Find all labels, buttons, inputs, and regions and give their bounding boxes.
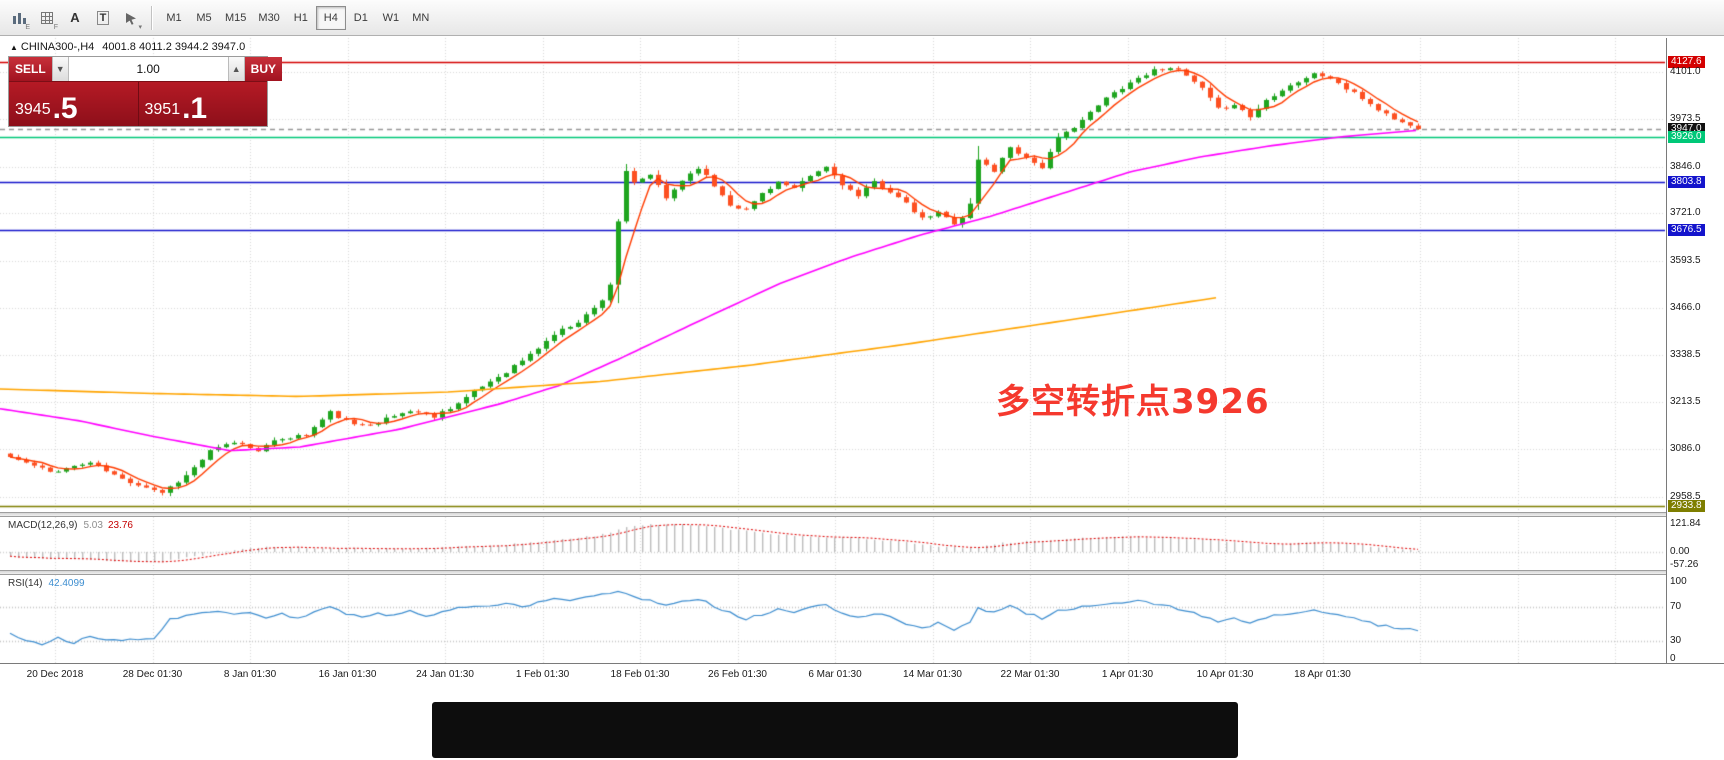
grid-icon[interactable]: F xyxy=(34,5,60,31)
chart-bars-icon[interactable]: E xyxy=(6,5,32,31)
volume-increase-button[interactable]: ▲ xyxy=(227,57,245,81)
font-icon[interactable]: A xyxy=(62,5,88,31)
symbol-marker-icon: ▲ xyxy=(10,43,18,52)
timeframe-m15[interactable]: M15 xyxy=(219,6,252,30)
chart-symbol-line: ▲ CHINA300-,H4 4001.8 4011.2 3944.2 3947.0 xyxy=(10,41,245,53)
price-tick: 4101.0 xyxy=(1670,65,1701,77)
grid-glyph xyxy=(41,11,53,24)
volume-input[interactable] xyxy=(68,57,228,81)
icon-badge: F xyxy=(53,23,58,31)
rsi-title: RSI(14) xyxy=(8,578,43,589)
price-tick: 3721.0 xyxy=(1670,207,1701,219)
timeframe-m30[interactable]: M30 xyxy=(252,6,285,30)
text-label-icon[interactable]: T xyxy=(90,5,116,31)
timeframe-m1[interactable]: M1 xyxy=(159,6,189,30)
annotation-text-object[interactable]: 多空转折点3926 xyxy=(996,382,1270,422)
text-glyph: T xyxy=(96,10,110,25)
bar-chart-glyph xyxy=(13,12,26,24)
price-tick: 3803.8 xyxy=(1668,176,1705,189)
timeframe-group: M1 M5 M15 M30 H1 H4 D1 W1 MN xyxy=(159,5,436,30)
draw-tools-icon[interactable]: ▾ xyxy=(118,5,144,31)
rsi-axis-tick: 30 xyxy=(1670,635,1682,646)
time-tick: 22 Mar 01:30 xyxy=(1000,669,1060,680)
macd-value-main: 5.03 xyxy=(83,520,103,531)
trade-panel-price-row: 3945 .5 3951 .1 xyxy=(9,81,267,126)
macd-axis-tick: 0.00 xyxy=(1670,546,1690,557)
time-tick: 26 Feb 01:30 xyxy=(708,669,767,680)
timeframe-h1[interactable]: H1 xyxy=(286,6,316,30)
time-tick: 1 Apr 01:30 xyxy=(1101,669,1154,680)
rsi-axis-tick: 100 xyxy=(1670,575,1687,587)
price-tick: 3973.5 xyxy=(1670,113,1701,125)
price-tick: 3926.0 xyxy=(1668,130,1705,143)
macd-header: MACD(12,26,9) 5.03 23.76 xyxy=(8,520,133,531)
macd-title: MACD(12,26,9) xyxy=(8,520,78,531)
panel-splitter-macd[interactable] xyxy=(0,512,1724,517)
price-tick: 2958.5 xyxy=(1670,490,1701,502)
timeframe-h4[interactable]: H4 xyxy=(315,5,346,30)
price-tick: 3466.0 xyxy=(1670,301,1701,313)
trade-panel-top-row: SELL ▼ ▲ BUY xyxy=(9,57,283,81)
time-tick: 18 Feb 01:30 xyxy=(610,669,670,680)
price-tick: 3338.5 xyxy=(1670,349,1701,361)
rsi-value: 42.4099 xyxy=(48,578,85,589)
sell-button[interactable]: SELL xyxy=(9,57,52,81)
buy-price-pip: .1 xyxy=(182,91,208,125)
rsi-header: RSI(14) 42.4099 xyxy=(8,578,85,589)
sell-price-pip: .5 xyxy=(52,91,78,125)
price-tick: 3593.5 xyxy=(1670,254,1701,266)
price-axis[interactable]: 4127.6 4101.0 3973.5 3947.0 3926.0 3846.0 3803… xyxy=(1666,38,1724,664)
rsi-axis-tick: 0 xyxy=(1670,653,1676,664)
font-glyph: A xyxy=(70,10,80,25)
time-tick: 10 Apr 01:30 xyxy=(1196,669,1254,680)
volume-decrease-button[interactable]: ▼ xyxy=(51,57,69,81)
time-axis[interactable]: 20 Dec 2018 28 Dec 01:30 8 Jan 01:30 16 Jan… xyxy=(0,663,1724,689)
price-tick: 4127.6 xyxy=(1668,56,1705,68)
bottom-taskbar-fragment xyxy=(432,702,1238,758)
macd-value-signal: 23.76 xyxy=(107,520,133,531)
timeframe-m5[interactable]: M5 xyxy=(189,6,219,30)
sell-price-main: 3945 xyxy=(15,101,51,118)
time-tick: 28 Dec 01:30 xyxy=(122,669,183,680)
price-tick: 2933.8 xyxy=(1668,499,1705,512)
time-tick: 20 Dec 2018 xyxy=(26,669,84,680)
volume-control: ▼ ▲ xyxy=(51,57,245,81)
buy-button[interactable]: BUY xyxy=(244,57,283,81)
timeframe-mn[interactable]: MN xyxy=(406,6,436,30)
ohlc-values: 4001.8 4011.2 3944.2 3947.0 xyxy=(102,41,246,53)
time-tick: 16 Jan 01:30 xyxy=(318,669,377,680)
cursor-glyph xyxy=(126,12,136,25)
time-tick: 14 Mar 01:30 xyxy=(903,669,962,680)
icon-badge: E xyxy=(25,23,30,31)
time-tick: 24 Jan 01:30 xyxy=(416,669,474,680)
rsi-axis-tick: 70 xyxy=(1670,601,1682,612)
one-click-trade-panel: SELL ▼ ▲ BUY 3945 .5 3951 .1 xyxy=(8,56,283,127)
macd-axis-tick: -57.26 xyxy=(1670,559,1699,571)
macd-axis-tick: 121.84 xyxy=(1670,518,1701,530)
price-tick: 3213.5 xyxy=(1670,395,1701,407)
toolbar-separator xyxy=(151,5,153,30)
price-tick: 3676.5 xyxy=(1668,223,1705,236)
symbol-name: CHINA300-,H4 xyxy=(20,41,95,53)
time-tick: 1 Feb 01:30 xyxy=(515,669,570,680)
icon-badge: ▾ xyxy=(138,23,142,31)
timeframe-w1[interactable]: W1 xyxy=(376,6,406,30)
sell-price-display[interactable]: 3945 .5 xyxy=(9,82,139,126)
buy-price-display[interactable]: 3951 .1 xyxy=(138,82,267,126)
time-tick: 6 Mar 01:30 xyxy=(808,669,862,680)
panel-splitter-rsi[interactable] xyxy=(0,570,1724,575)
time-tick: 18 Apr 01:30 xyxy=(1294,669,1351,680)
buy-price-main: 3951 xyxy=(144,101,181,118)
timeframe-d1[interactable]: D1 xyxy=(346,6,376,30)
price-tick: 3086.0 xyxy=(1670,443,1701,455)
price-tick: 3846.0 xyxy=(1670,160,1701,172)
top-toolbar: E F A T ▾ M1 M5 M15 M30 H1 H4 D1 W1 MN xyxy=(0,0,1724,36)
time-tick: 8 Jan 01:30 xyxy=(223,669,277,680)
